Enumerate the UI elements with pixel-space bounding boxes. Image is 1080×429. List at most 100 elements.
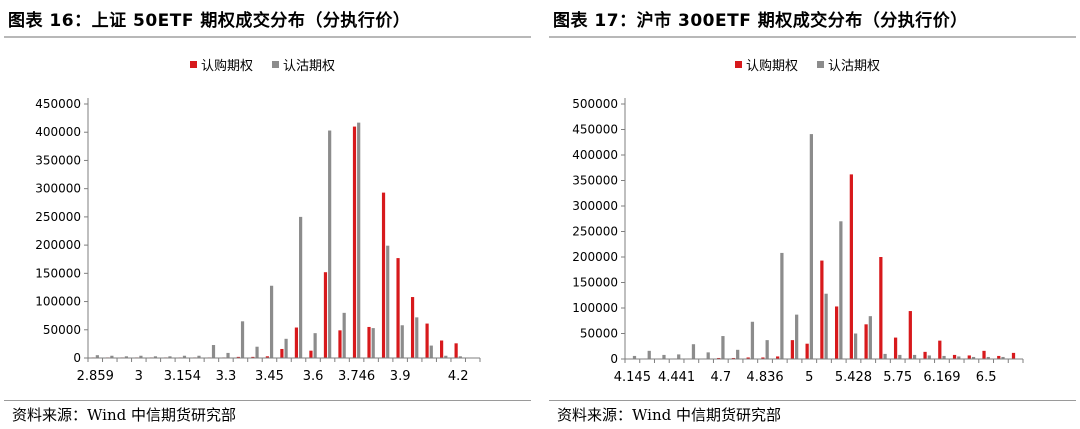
put-bar xyxy=(957,356,961,359)
y-tick-label: 150000 xyxy=(35,266,81,280)
put-bar xyxy=(795,314,799,359)
x-tick-label: 3.45 xyxy=(255,369,284,384)
put-bar xyxy=(691,344,696,359)
call-bar xyxy=(352,126,357,358)
put-bar xyxy=(986,356,990,359)
call-bar xyxy=(454,343,458,358)
put-bar xyxy=(942,355,946,359)
y-tick-label: 450000 xyxy=(35,97,81,111)
x-tick-label: 3.9 xyxy=(390,369,411,384)
put-bar xyxy=(853,333,858,359)
call-bar xyxy=(410,297,415,358)
legend-label: 认购期权 xyxy=(746,58,798,74)
legend-swatch xyxy=(817,61,824,68)
call-bar xyxy=(761,357,765,359)
legend-swatch xyxy=(190,61,197,68)
call-bar xyxy=(251,356,255,358)
call-bar xyxy=(952,354,957,359)
put-bar xyxy=(400,325,404,358)
call-bar xyxy=(425,323,429,358)
x-tick-label: 3.6 xyxy=(303,369,324,384)
bar-chart-17: 认购期权 认沽期权 0 50000 100000 150000 200000 250000 30… xyxy=(572,58,1024,385)
figure-source: 资料来源：Wind 中信期货研究部 xyxy=(557,406,781,424)
call-bar xyxy=(367,326,371,358)
put-bar xyxy=(386,245,390,358)
source-rule xyxy=(4,400,531,401)
call-bar xyxy=(834,306,839,359)
call-bar xyxy=(805,343,809,359)
chart-panel-17: 图表 17：沪市 300ETF 期权成交分布（分执行价） 认购期权 认沽期权 0 50… xyxy=(545,0,1080,429)
call-bar xyxy=(280,348,284,358)
y-tick-label: 100000 xyxy=(35,295,81,309)
put-bar xyxy=(662,354,666,359)
call-bar xyxy=(849,174,853,359)
x-tick-label: 5.428 xyxy=(835,370,872,385)
put-bar xyxy=(371,328,375,358)
y-tick-label: 500000 xyxy=(572,97,618,111)
call-bar xyxy=(790,340,795,359)
call-bar xyxy=(997,355,1001,359)
put-bar xyxy=(971,356,976,359)
y-tick-label: 250000 xyxy=(35,210,81,224)
put-bar xyxy=(110,355,114,358)
y-tick-label: 400000 xyxy=(35,125,81,139)
source-rule xyxy=(549,400,1076,401)
put-bar xyxy=(182,355,187,358)
put-bar xyxy=(95,355,99,358)
put-bar xyxy=(328,130,332,358)
put-bar xyxy=(868,316,872,359)
x-tick-label: 5 xyxy=(805,370,813,385)
call-bar xyxy=(923,351,927,359)
chart-panel-16: 图表 16：上证 50ETF 期权成交分布（分执行价） 认购期权 认沽期权 0 500… xyxy=(0,0,535,429)
put-bar xyxy=(124,356,128,358)
put-bar xyxy=(458,356,462,358)
x-tick-label: 3 xyxy=(135,369,143,384)
put-bar xyxy=(706,352,710,359)
call-bar xyxy=(879,257,883,359)
put-bar xyxy=(927,355,931,359)
y-tick-label: 0 xyxy=(73,351,81,365)
legend-swatch xyxy=(272,61,279,68)
y-tick-label: 350000 xyxy=(35,153,81,167)
put-bar xyxy=(429,345,433,358)
call-bar xyxy=(967,355,971,359)
call-bar xyxy=(440,340,444,358)
y-tick-label: 250000 xyxy=(572,225,618,239)
legend-label: 认沽期权 xyxy=(828,58,880,74)
put-bar xyxy=(313,333,317,358)
y-tick-label: 200000 xyxy=(572,250,618,264)
x-tick-label: 4.7 xyxy=(710,370,731,385)
put-bar xyxy=(736,349,740,359)
x-tick-label: 3.154 xyxy=(164,369,201,384)
put-bar xyxy=(269,285,274,358)
put-bar xyxy=(809,134,814,359)
call-bar xyxy=(820,260,824,359)
call-bar xyxy=(381,192,386,358)
x-tick-label: 3.3 xyxy=(216,369,237,384)
put-bar xyxy=(139,355,143,358)
put-bar xyxy=(677,354,681,359)
put-bar xyxy=(1001,356,1005,359)
put-bar xyxy=(765,340,769,359)
x-tick-label: 4.836 xyxy=(746,370,783,385)
call-bar xyxy=(323,272,328,358)
call-bar xyxy=(309,350,313,358)
call-bar xyxy=(1011,352,1016,359)
x-tick-label: 3.746 xyxy=(338,369,375,384)
title-rule xyxy=(4,36,531,38)
title-rule xyxy=(549,36,1076,38)
call-bar xyxy=(717,357,721,359)
put-bar xyxy=(168,356,172,358)
x-tick-label: 5.75 xyxy=(883,370,912,385)
put-bar xyxy=(750,321,755,359)
y-tick-label: 400000 xyxy=(572,148,618,162)
y-tick-label: 100000 xyxy=(572,301,618,315)
put-bar xyxy=(647,350,651,359)
legend-swatch xyxy=(735,61,742,68)
put-bar xyxy=(284,338,288,358)
put-bar xyxy=(824,293,828,359)
put-bar xyxy=(357,122,361,358)
call-bar xyxy=(746,357,750,359)
put-bar xyxy=(299,216,303,358)
call-bar xyxy=(982,350,986,359)
